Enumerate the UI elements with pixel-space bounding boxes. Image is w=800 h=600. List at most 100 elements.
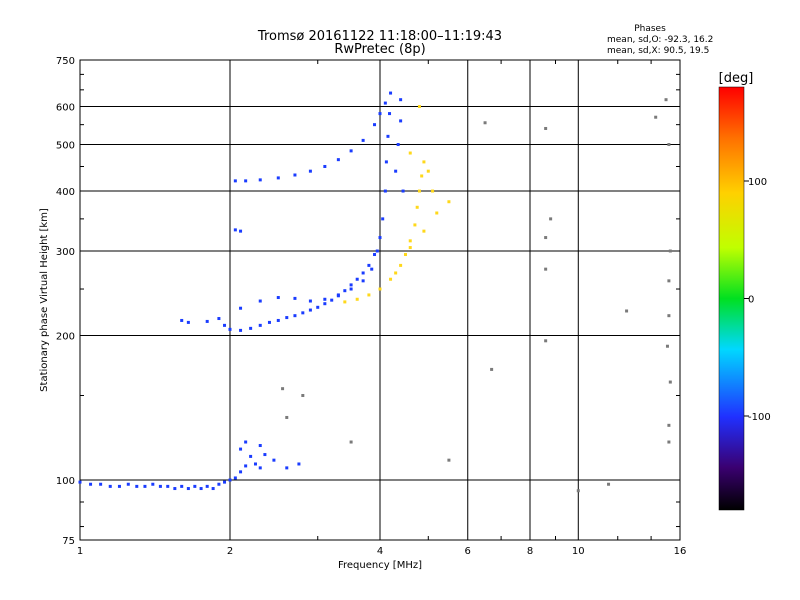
data-point bbox=[361, 138, 365, 142]
data-point bbox=[78, 480, 82, 484]
phases-heading: Phases bbox=[634, 24, 666, 34]
data-point bbox=[285, 415, 289, 419]
data-point bbox=[330, 298, 334, 302]
data-point bbox=[293, 314, 297, 318]
data-point bbox=[211, 487, 215, 491]
data-point bbox=[576, 489, 580, 493]
plot-area: 1 2 4 6 8 10 16 75 100 200 300 400 500 600 750 bbox=[56, 56, 686, 557]
data-point bbox=[158, 484, 162, 488]
data-point bbox=[431, 189, 435, 193]
y-tick-label: 600 bbox=[56, 103, 75, 114]
y-axis-label: Stationary phase Virtual Height [km] bbox=[39, 208, 50, 392]
data-point bbox=[378, 236, 382, 240]
data-point bbox=[408, 246, 412, 250]
data-point bbox=[544, 339, 548, 343]
data-point bbox=[667, 440, 671, 444]
data-point bbox=[373, 253, 377, 257]
colorbar-tick-label: 100 bbox=[748, 177, 767, 188]
data-point bbox=[417, 105, 421, 109]
data-point bbox=[607, 482, 611, 486]
data-point bbox=[217, 482, 221, 486]
data-point bbox=[383, 101, 387, 105]
data-point bbox=[223, 480, 227, 484]
data-point bbox=[276, 296, 280, 300]
data-point bbox=[370, 267, 374, 271]
data-point bbox=[447, 458, 451, 462]
data-point bbox=[394, 169, 398, 173]
data-point bbox=[625, 309, 629, 313]
data-point bbox=[244, 440, 248, 444]
data-point bbox=[244, 179, 248, 183]
x-tick-label: 16 bbox=[674, 546, 687, 557]
data-point bbox=[367, 263, 371, 267]
data-point bbox=[258, 323, 262, 327]
data-point bbox=[267, 320, 271, 324]
data-point bbox=[217, 317, 221, 321]
data-point bbox=[205, 319, 209, 323]
data-point bbox=[361, 279, 365, 283]
data-point bbox=[223, 323, 227, 327]
data-point bbox=[166, 484, 170, 488]
data-point bbox=[308, 299, 312, 303]
y-tick-label: 200 bbox=[56, 332, 75, 343]
data-point bbox=[544, 126, 548, 130]
data-point bbox=[355, 277, 359, 281]
data-point bbox=[301, 394, 305, 398]
data-point bbox=[239, 470, 243, 474]
data-point bbox=[276, 176, 280, 180]
data-point bbox=[336, 158, 340, 162]
data-point bbox=[408, 239, 412, 243]
data-point bbox=[180, 318, 184, 322]
data-point bbox=[173, 487, 177, 491]
data-point bbox=[99, 482, 103, 486]
data-point bbox=[343, 289, 347, 293]
data-point bbox=[308, 308, 312, 312]
data-point bbox=[186, 487, 190, 491]
data-point bbox=[378, 287, 382, 291]
data-point bbox=[239, 328, 243, 332]
data-point bbox=[293, 296, 297, 300]
data-point bbox=[399, 98, 403, 102]
data-point bbox=[375, 249, 379, 253]
data-point bbox=[544, 236, 548, 240]
data-point bbox=[389, 91, 393, 95]
data-point bbox=[199, 487, 203, 491]
data-point bbox=[258, 444, 262, 448]
data-point bbox=[180, 484, 184, 488]
y-tick-label: 400 bbox=[56, 187, 75, 198]
data-point bbox=[281, 387, 285, 391]
data-point bbox=[654, 115, 658, 119]
data-point bbox=[272, 458, 276, 462]
data-point bbox=[228, 478, 232, 482]
data-point bbox=[417, 189, 421, 193]
phases-x-mode: mean, sd,X: 90.5, 19.5 bbox=[607, 46, 709, 56]
data-point bbox=[193, 484, 197, 488]
data-point bbox=[483, 121, 487, 125]
data-point bbox=[263, 453, 267, 457]
data-point bbox=[447, 200, 451, 204]
data-point bbox=[413, 223, 417, 227]
data-point bbox=[186, 320, 190, 324]
data-point bbox=[301, 311, 305, 315]
data-point bbox=[239, 306, 243, 310]
data-point bbox=[108, 484, 112, 488]
data-point bbox=[367, 293, 371, 297]
data-point bbox=[378, 112, 382, 116]
data-point bbox=[349, 149, 353, 153]
data-point bbox=[89, 482, 93, 486]
data-point bbox=[135, 484, 139, 488]
data-point bbox=[276, 318, 280, 322]
data-point bbox=[239, 229, 243, 233]
data-point bbox=[151, 482, 155, 486]
x-tick-label: 1 bbox=[77, 546, 83, 557]
data-point bbox=[349, 287, 353, 291]
data-point bbox=[389, 277, 393, 281]
data-point bbox=[388, 112, 392, 116]
data-point bbox=[258, 466, 262, 470]
colorbar-label: [deg] bbox=[719, 71, 754, 86]
data-point bbox=[233, 179, 237, 183]
data-point bbox=[355, 297, 359, 301]
data-point bbox=[373, 123, 377, 127]
data-point bbox=[323, 164, 327, 168]
data-point bbox=[308, 169, 312, 173]
